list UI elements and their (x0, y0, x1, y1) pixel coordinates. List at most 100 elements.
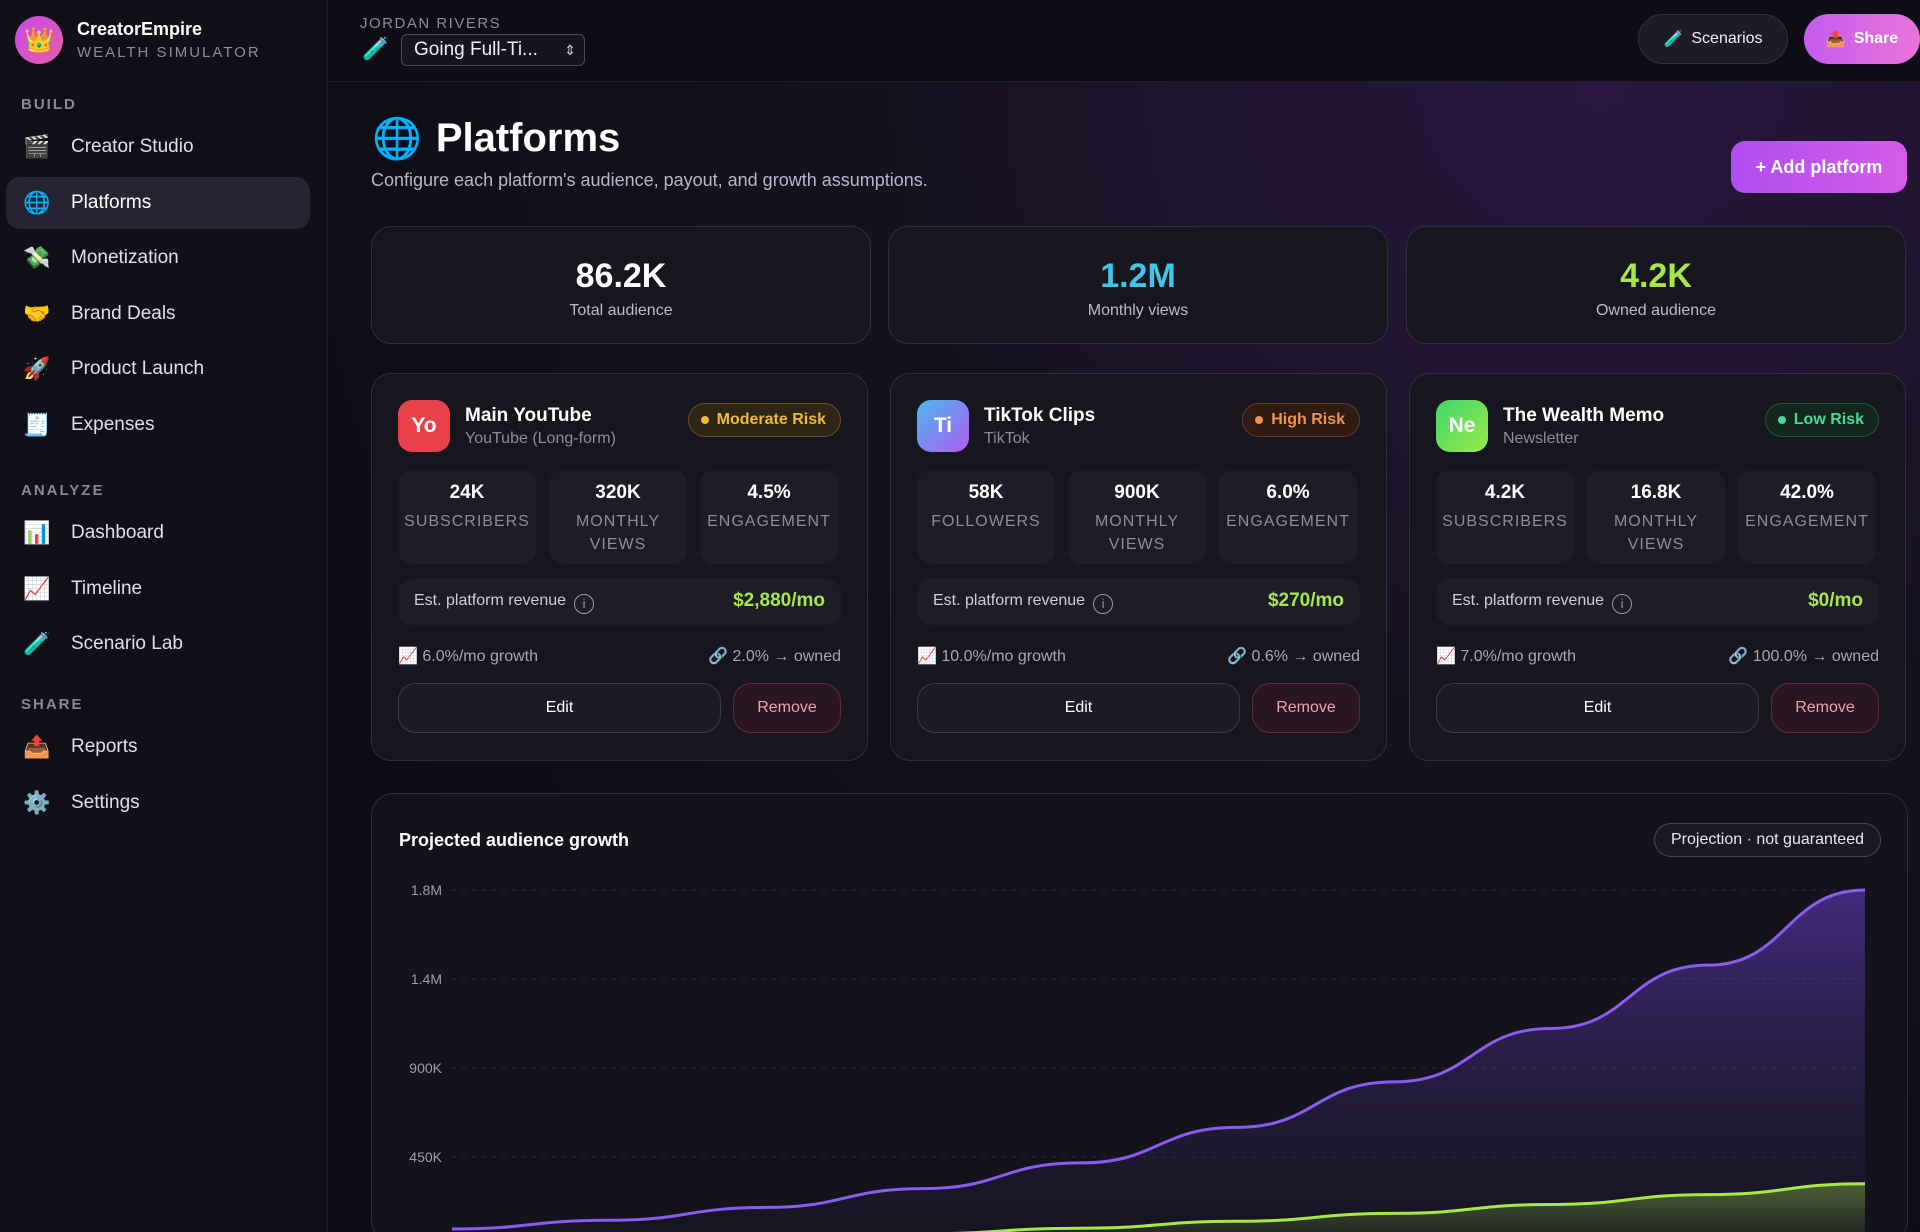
metric-tile: 58K FOLLOWERS (917, 470, 1055, 564)
link-icon: 🔗 (1227, 648, 1252, 665)
owned-text: 0.6% → owned (1251, 648, 1360, 665)
edit-button[interactable]: Edit (1436, 683, 1759, 733)
remove-button[interactable]: Remove (1252, 683, 1360, 733)
revenue-label-wrap: Est. platform revenue i (1452, 592, 1633, 614)
projection-badge: Projection · not guaranteed (1653, 823, 1881, 857)
sidebar-item-creator-studio[interactable]: 🎬 Creator Studio (6, 121, 310, 173)
metric-value: 16.8K (1630, 482, 1682, 503)
risk-label: Moderate Risk (716, 411, 826, 428)
chart-increasing-icon: 📈 (398, 648, 423, 665)
info-icon[interactable]: i (1612, 594, 1633, 614)
series-area (986, 1183, 1865, 1232)
sidebar-item-scenario-lab[interactable]: 🧪 Scenario Lab (6, 618, 310, 670)
sidebar-item-platforms[interactable]: 🌐 Platforms (6, 176, 310, 229)
sidebar-item-brand-deals[interactable]: 🤝 Brand Deals (6, 288, 310, 340)
user-name: JORDAN RIVERS (360, 15, 502, 32)
risk-label: Low Risk (1793, 411, 1864, 428)
top-bar: JORDAN RIVERS 🧪 Going Full-Ti... ⇕ 🧪 Sce… (328, 0, 1920, 82)
y-tick-label: 1.4M (411, 971, 442, 987)
share-button[interactable]: 📤 Share (1804, 14, 1920, 64)
scenarios-button[interactable]: 🧪 Scenarios (1638, 14, 1788, 64)
growth-rate: 📈 7.0%/mo growth (1436, 646, 1576, 666)
chart-increasing-icon: 📈 (917, 648, 942, 665)
metric-label: ENGAGEMENT (707, 513, 831, 530)
risk-badge: Low Risk (1764, 403, 1879, 437)
link-icon: 🔗 (1728, 648, 1753, 665)
product-launch-icon: 🚀 (23, 356, 51, 382)
scenario-select[interactable]: Going Full-Ti... ⇕ (401, 34, 585, 66)
platform-avatar: Ti (917, 400, 969, 452)
revenue-row: Est. platform revenue i $2,880/mo (398, 579, 841, 625)
revenue-value: $2,880/mo (733, 590, 825, 611)
sidebar-item-reports[interactable]: 📤 Reports (6, 721, 310, 773)
risk-dot-icon (1255, 416, 1264, 424)
chart-svg: 0450K900K1.4M1.8MJul 2026Nov 2026Mar 202… (409, 882, 1866, 1232)
platform-type: TikTok (984, 430, 1030, 447)
sidebar-item-label: Settings (71, 791, 140, 813)
platform-name: Main YouTube (465, 405, 592, 426)
sidebar-item-label: Scenario Lab (71, 633, 183, 655)
page-subtitle: Configure each platform's audience, payo… (371, 170, 928, 190)
metric-tile: 24K SUBSCRIBERS (398, 470, 536, 564)
metric-value: 6.0% (1266, 482, 1310, 503)
growth-rate: 📈 10.0%/mo growth (917, 646, 1066, 666)
sidebar-item-product-launch[interactable]: 🚀 Product Launch (6, 343, 310, 395)
metric-label: SUBSCRIBERS (404, 513, 530, 530)
brand-subtitle: WEALTH SIMULATOR (77, 44, 261, 61)
stat-card: 86.2K Total audience (371, 226, 871, 344)
platforms-icon: 🌐 (23, 189, 51, 215)
remove-button[interactable]: Remove (1771, 683, 1879, 733)
scenarios-button-label: Scenarios (1691, 30, 1763, 47)
risk-badge: High Risk (1242, 403, 1360, 437)
series-line (947, 1182, 1866, 1232)
growth-text: 6.0%/mo growth (422, 648, 538, 665)
growth-rate: 📈 6.0%/mo growth (398, 646, 538, 666)
creator-studio-icon: 🎬 (23, 134, 51, 159)
edit-button[interactable]: Edit (917, 683, 1240, 733)
sidebar-item-label: Brand Deals (71, 302, 176, 324)
audience-growth-chart: 0450K900K1.4M1.8MJul 2026Nov 2026Mar 202… (371, 793, 1908, 1232)
metric-label: ENGAGEMENT (1745, 513, 1869, 530)
monetization-icon: 💸 (23, 245, 51, 271)
nav-section-build: BUILD (21, 96, 77, 113)
owned-conversion: 🔗 0.6% → owned (1227, 646, 1360, 666)
metric-value: 4.5% (747, 482, 791, 503)
sidebar-item-label: Reports (71, 736, 138, 757)
metric-label: MONTHLY VIEWS (1613, 513, 1699, 553)
nav-section-analyze: ANALYZE (21, 482, 105, 499)
owned-conversion: 🔗 2.0% → owned (708, 646, 841, 666)
add-platform-button[interactable]: + Add platform (1731, 141, 1907, 193)
remove-button[interactable]: Remove (733, 683, 841, 733)
sidebar-item-label: Creator Studio (71, 136, 194, 157)
sidebar: 👑 CreatorEmpire WEALTH SIMULATOR BUILD 🎬 C… (0, 0, 328, 1232)
sidebar-item-timeline[interactable]: 📈 Timeline (6, 563, 310, 615)
sidebar-item-dashboard[interactable]: 📊 Dashboard (6, 507, 310, 559)
page-header: 🌐 Platforms (372, 115, 620, 162)
sidebar-item-label: Platforms (71, 191, 152, 213)
info-icon[interactable]: i (574, 594, 595, 614)
brand[interactable]: 👑 CreatorEmpire WEALTH SIMULATOR (15, 16, 261, 64)
sidebar-item-settings[interactable]: ⚙️ Settings (6, 777, 310, 829)
metric-label: MONTHLY VIEWS (575, 513, 661, 553)
metric-tile: 900K MONTHLY VIEWS (1068, 470, 1206, 564)
brand-deals-icon: 🤝 (23, 300, 51, 326)
pencil-icon: 🧪 (362, 36, 390, 61)
revenue-label: Est. platform revenue (933, 592, 1086, 609)
info-icon[interactable]: i (1093, 594, 1114, 614)
timeline-icon: 📈 (23, 575, 51, 601)
outbox-icon: 📤 (1825, 31, 1846, 48)
metric-label: FOLLOWERS (931, 513, 1041, 530)
edit-button[interactable]: Edit (398, 683, 721, 733)
series-area (452, 890, 1865, 1232)
metric-tile: 6.0% ENGAGEMENT (1219, 470, 1357, 564)
platform-type: YouTube (Long-form) (465, 430, 616, 447)
sidebar-item-expenses[interactable]: 🧾 Expenses (6, 399, 310, 451)
growth-text: 7.0%/mo growth (1460, 648, 1576, 665)
sidebar-item-monetization[interactable]: 💸 Monetization (6, 232, 310, 284)
stat-value: 4.2K (1620, 257, 1692, 295)
y-tick-label: 450K (409, 1149, 442, 1165)
metric-tile: 320K MONTHLY VIEWS (549, 470, 687, 564)
expenses-icon: 🧾 (23, 412, 51, 437)
stat-value: 86.2K (575, 257, 667, 295)
